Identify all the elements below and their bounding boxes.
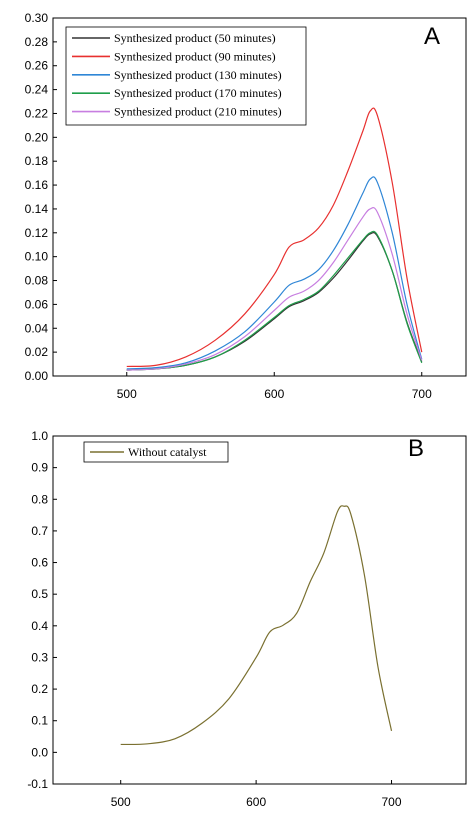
y-tick-label: 0.7 — [31, 524, 48, 538]
x-tick-label: 700 — [382, 795, 402, 809]
y-tick-label: 0.6 — [31, 556, 48, 570]
legend-label: Synthesized product (170 minutes) — [114, 86, 282, 100]
plot-frame — [52, 435, 467, 785]
y-tick-label: -0.1 — [27, 777, 48, 791]
chart-panel-b: -0.1 0.0 0.1 0.2 0.3 0.4 0.5 0.6 0.7 0.8 0.9 1.0 50… — [27, 429, 467, 809]
y-tick-label: 0.20 — [25, 130, 49, 144]
series-line — [126, 207, 423, 371]
y-tick-label: 0.1 — [31, 714, 48, 728]
series-line — [126, 107, 423, 368]
chart-panel-a: 0.00 0.02 0.04 0.06 0.08 0.10 0.12 0.14 0.16 0.18… — [25, 11, 467, 401]
legend-box — [83, 441, 229, 463]
y-tick-label: 1.0 — [31, 429, 48, 443]
y-tick-label: 0.12 — [25, 226, 49, 240]
y-axis: 0.00 0.02 0.04 0.06 0.08 0.10 0.12 0.14 0.16 0.18… — [25, 11, 57, 383]
x-axis: 500 600 700 — [111, 780, 402, 809]
y-tick-label: 0.3 — [31, 650, 48, 664]
series-line — [120, 505, 393, 746]
panel-label-b: B — [408, 435, 424, 462]
legend-label: Without catalyst — [128, 445, 207, 459]
y-tick-label: 0.5 — [31, 587, 48, 601]
legend: Synthesized product (50 minutes) Synthesi… — [65, 26, 307, 126]
x-tick-label: 700 — [412, 387, 432, 401]
y-tick-label: 0.26 — [25, 59, 49, 73]
series-line — [126, 176, 423, 370]
y-tick-label: 0.16 — [25, 178, 49, 192]
x-tick-label: 500 — [111, 795, 131, 809]
legend-label: Synthesized product (130 minutes) — [114, 68, 282, 82]
legend-label: Synthesized product (90 minutes) — [114, 49, 276, 63]
y-tick-label: 0.9 — [31, 461, 48, 475]
x-tick-label: 500 — [117, 387, 137, 401]
y-tick-label: 0.24 — [25, 83, 49, 97]
legend-label: Synthesized product (210 minutes) — [114, 105, 282, 119]
series-lines — [120, 505, 393, 746]
y-tick-label: 0.28 — [25, 35, 49, 49]
x-tick-label: 600 — [246, 795, 266, 809]
y-tick-label: 0.0 — [31, 745, 48, 759]
x-axis: 500 600 700 — [117, 372, 432, 401]
y-tick-label: 0.14 — [25, 202, 49, 216]
y-tick-label: 0.06 — [25, 297, 49, 311]
y-axis: -0.1 0.0 0.1 0.2 0.3 0.4 0.5 0.6 0.7 0.8 0.9 1.0 — [27, 429, 57, 791]
y-tick-label: 0.8 — [31, 492, 48, 506]
panel-label-a: A — [424, 23, 440, 50]
y-tick-label: 0.00 — [25, 369, 49, 383]
y-tick-label: 0.22 — [25, 106, 49, 120]
y-tick-label: 0.2 — [31, 682, 48, 696]
series-line — [126, 230, 423, 371]
legend-label: Synthesized product (50 minutes) — [114, 31, 276, 45]
y-tick-label: 0.10 — [25, 250, 49, 264]
y-tick-label: 0.4 — [31, 619, 48, 633]
plot-frame — [52, 17, 467, 377]
y-tick-label: 0.02 — [25, 345, 49, 359]
y-tick-label: 0.18 — [25, 154, 49, 168]
series-lines — [126, 107, 423, 371]
legend-box — [65, 26, 307, 126]
x-tick-label: 600 — [264, 387, 284, 401]
y-tick-label: 0.30 — [25, 11, 49, 25]
y-tick-label: 0.04 — [25, 321, 49, 335]
y-tick-label: 0.08 — [25, 274, 49, 288]
legend: Without catalyst — [83, 441, 229, 463]
